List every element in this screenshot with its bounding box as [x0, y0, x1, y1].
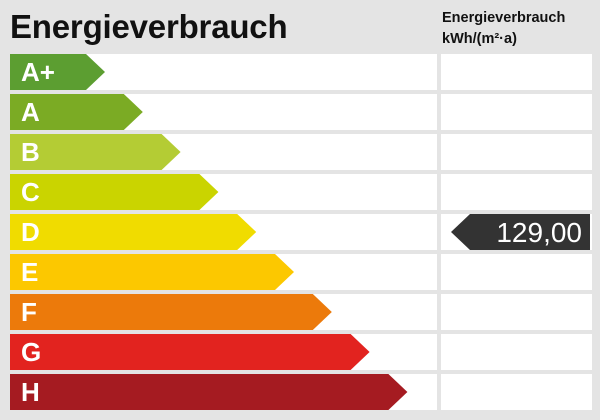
class-arrow-c	[10, 174, 219, 210]
class-arrow-e	[10, 254, 294, 290]
class-label: A+	[21, 57, 55, 87]
value-marker-text: 129,00	[496, 217, 582, 248]
class-arrow-f	[10, 294, 332, 330]
class-label: B	[21, 137, 40, 167]
class-label: H	[21, 377, 40, 407]
class-label: D	[21, 217, 40, 247]
class-label: E	[21, 257, 38, 287]
class-arrow-g	[10, 334, 370, 370]
row-background-right	[441, 94, 592, 130]
class-arrow-a	[10, 94, 143, 130]
row-background-right	[441, 294, 592, 330]
class-arrow-b	[10, 134, 181, 170]
row-background-right	[441, 174, 592, 210]
class-label: F	[21, 297, 37, 327]
class-label: A	[21, 97, 40, 127]
value-marker	[451, 214, 590, 250]
page-title: Energieverbrauch	[10, 8, 288, 45]
column-header: Energieverbrauch kWh/(m²·a)	[442, 8, 565, 50]
class-label: C	[21, 177, 40, 207]
row-background-right	[441, 334, 592, 370]
row-background-right	[441, 374, 592, 410]
class-arrow-d	[10, 214, 257, 250]
class-arrow-h	[10, 374, 408, 410]
class-label: G	[21, 337, 41, 367]
row-background-right	[441, 254, 592, 290]
column-header-unit: kWh/(m²·a)	[442, 31, 517, 47]
column-header-title: Energieverbrauch	[442, 10, 566, 26]
row-background-right	[441, 134, 592, 170]
class-arrow-aplus	[10, 54, 105, 90]
row-background-right	[441, 54, 592, 90]
